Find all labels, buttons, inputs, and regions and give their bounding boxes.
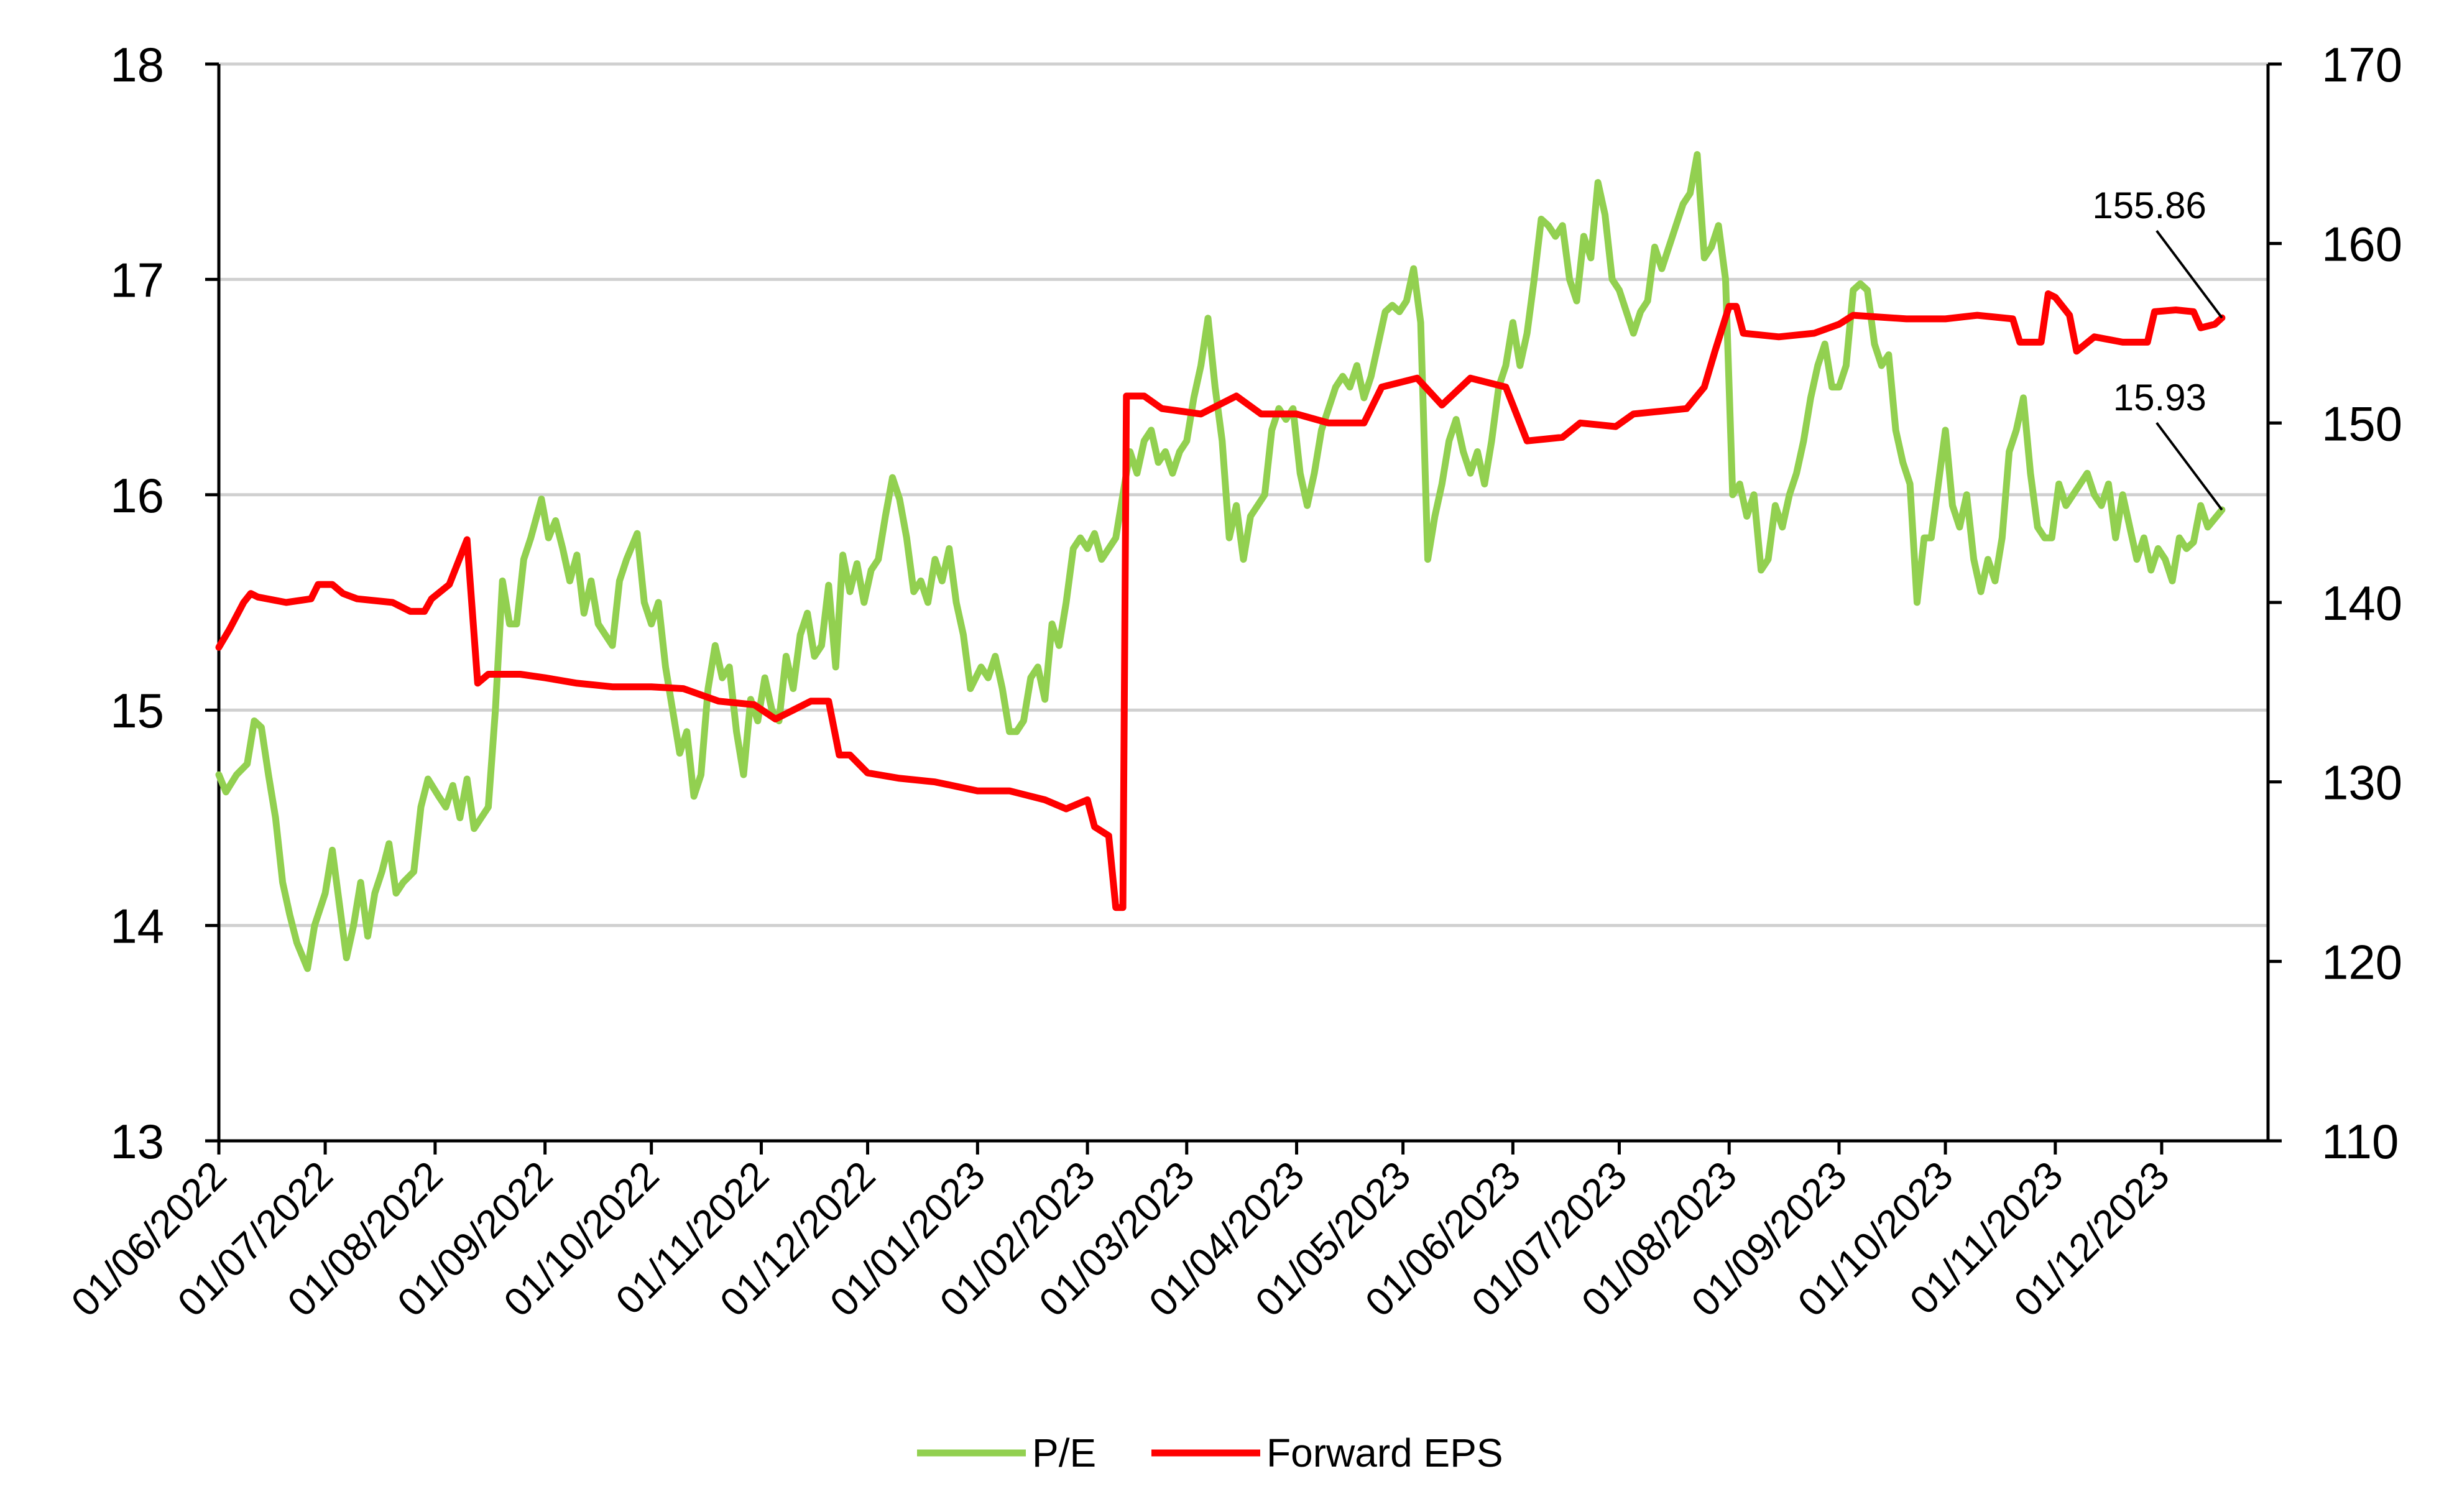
right-y-tick-label: 160: [2321, 217, 2402, 272]
series-lines: [215, 151, 2226, 972]
legend-label: Forward EPS: [1266, 1431, 1503, 1475]
callout-leader-line: [2155, 229, 2223, 319]
left-y-tick-label: 16: [110, 468, 164, 523]
right-y-axis-ticks: 110 120 130 140 150 160 170: [2268, 37, 2402, 1169]
legend: P/E Forward EPS: [917, 1431, 1503, 1475]
series-line-p-e: [215, 151, 2226, 972]
right-y-tick-label: 170: [2321, 37, 2402, 92]
right-y-tick-label: 120: [2321, 934, 2402, 989]
callout-label: 15.93: [2113, 377, 2206, 418]
callout-leader-line: [2155, 422, 2223, 511]
series-line-forward-eps: [215, 290, 2226, 911]
left-y-tick-label: 18: [110, 37, 164, 92]
left-y-tick-label: 14: [110, 899, 164, 954]
right-y-tick-label: 130: [2321, 755, 2402, 810]
right-y-tick-label: 140: [2321, 576, 2402, 630]
left-y-axis-ticks: 13 14 15 16 17 18: [110, 37, 219, 1169]
left-y-tick-label: 13: [110, 1114, 164, 1169]
right-y-tick-label: 150: [2321, 396, 2402, 451]
grid-lines: [219, 62, 2268, 928]
value-callouts: 155.86 15.93: [2092, 185, 2223, 511]
x-axis-ticks: 01/06/202201/07/202201/08/202201/09/2022…: [62, 1141, 2178, 1325]
callout-label: 155.86: [2092, 185, 2206, 226]
axes: [217, 64, 2270, 1143]
legend-label: P/E: [1032, 1431, 1096, 1475]
left-y-tick-label: 15: [110, 683, 164, 738]
left-y-tick-label: 17: [110, 252, 164, 307]
right-y-tick-label: 110: [2321, 1114, 2399, 1169]
